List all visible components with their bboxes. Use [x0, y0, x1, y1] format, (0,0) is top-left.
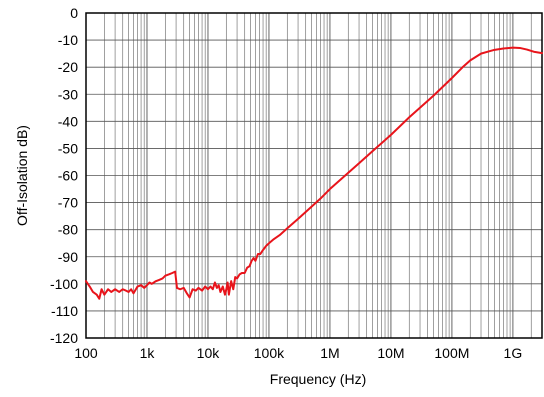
x-tick-label: 1k — [140, 345, 156, 361]
y-tick-label: -50 — [58, 140, 78, 156]
grid — [86, 13, 542, 338]
y-tick-label: -70 — [58, 195, 78, 211]
y-tick-label: -120 — [50, 330, 78, 346]
x-tick-label: 10k — [197, 345, 221, 361]
y-tick-label: -100 — [50, 276, 78, 292]
x-tick-label: 100M — [434, 345, 469, 361]
plot-frame — [85, 12, 543, 339]
x-tick-label: 10M — [377, 345, 404, 361]
series — [85, 46, 543, 300]
x-axis-title: Frequency (Hz) — [270, 371, 366, 387]
y-tick-label: -60 — [58, 168, 78, 184]
y-tick-label: -110 — [51, 303, 78, 319]
y-axis-title: Off-Isolation dB) — [14, 125, 30, 226]
series-line-1 — [85, 46, 543, 300]
y-tick-label: -10 — [58, 32, 78, 48]
x-tick-label: 1M — [320, 345, 339, 361]
x-tick-labels: 100 1k 10k 100k 1M 10M 100M 1G — [74, 345, 522, 361]
y-tick-label: -20 — [58, 59, 78, 75]
y-tick-label: -40 — [58, 113, 78, 129]
y-tick-labels: 0 -10 -20 -30 -40 -50 -60 -70 -80 -90 -100 -110 -120 — [50, 5, 78, 346]
x-tick-label: 100k — [254, 345, 285, 361]
y-tick-label: -90 — [58, 249, 78, 265]
y-tick-label: -30 — [58, 86, 78, 102]
y-tick-label: -80 — [58, 222, 78, 238]
x-tick-label: 1G — [504, 345, 523, 361]
y-tick-label: 0 — [70, 5, 78, 21]
x-tick-label: 100 — [74, 345, 98, 361]
